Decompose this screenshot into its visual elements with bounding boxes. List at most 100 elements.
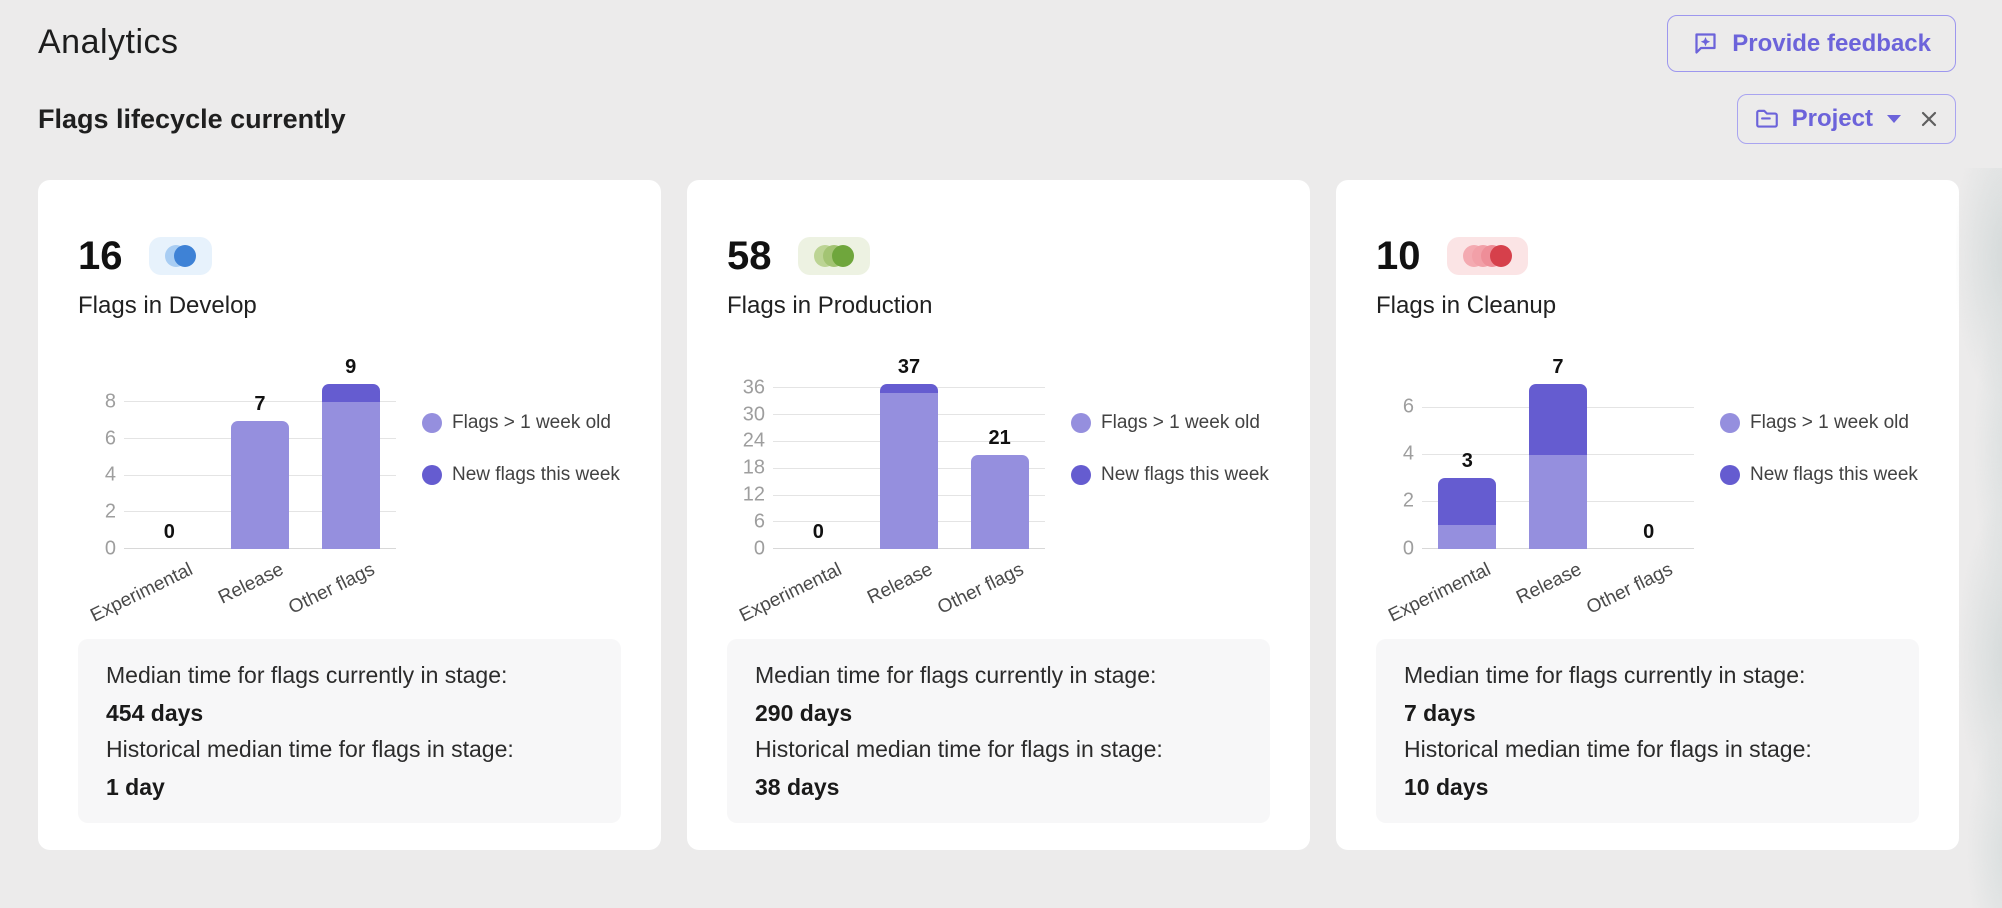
x-axis-category-label: Release xyxy=(215,559,288,609)
bar-segment-old-flags[interactable] xyxy=(321,402,380,549)
legend-item[interactable]: New flags this week xyxy=(422,464,620,486)
legend-item[interactable]: Flags > 1 week old xyxy=(1720,412,1918,434)
x-axis-category-label: Experimental xyxy=(736,559,846,627)
bar-segment-old-flags[interactable] xyxy=(879,392,938,549)
stage-card-cleanup: 10 Flags in Cleanup 0 2 4 6 3 7 0 Experimental R… xyxy=(1336,180,1959,850)
median-historical-value: 38 days xyxy=(755,774,840,800)
bar-segment-new-flags[interactable] xyxy=(1528,384,1587,455)
project-filter-chip[interactable]: Project xyxy=(1736,94,1956,144)
bar-group[interactable]: 37 xyxy=(879,356,938,549)
median-current-value: 290 days xyxy=(755,700,853,726)
develop-stage-icon xyxy=(148,237,212,275)
feedback-button-label: Provide feedback xyxy=(1732,29,1931,57)
folder-icon xyxy=(1755,109,1778,128)
bars-layer: 0 7 9 xyxy=(124,356,396,549)
flag-count: 16 xyxy=(78,234,123,278)
legend-label: New flags this week xyxy=(1750,464,1918,485)
card-title: Flags in Develop xyxy=(78,292,257,319)
legend-label: Flags > 1 week old xyxy=(452,412,611,433)
bar-value-label: 3 xyxy=(1461,450,1473,473)
legend-dot-icon xyxy=(422,465,442,485)
flag-count: 10 xyxy=(1376,234,1421,278)
x-axis-labels: Experimental Release Other flags xyxy=(727,549,1045,626)
section-title: Flags lifecycle currently xyxy=(38,103,346,134)
y-axis-tick-label: 24 xyxy=(742,429,765,452)
x-axis-category-label: Other flags xyxy=(1583,559,1676,619)
section-header: Flags lifecycle currently Project xyxy=(0,72,2002,144)
y-axis-tick-label: 0 xyxy=(753,537,765,559)
x-axis-category-label: Experimental xyxy=(87,559,197,627)
bar-group[interactable]: 0 xyxy=(140,384,198,549)
x-axis-labels: Experimental Release Other flags xyxy=(78,549,396,626)
count-row: 16 xyxy=(78,234,621,278)
x-axis-category-label: Experimental xyxy=(1385,559,1495,627)
chevron-down-icon xyxy=(1887,115,1901,123)
plot-area: 0 2 4 6 3 7 0 xyxy=(1403,356,1694,559)
plot-column: 0 2 4 6 8 0 7 9 Experimental Release Other flags xyxy=(78,354,396,626)
page-header: Analytics Provide feedback xyxy=(0,0,2002,72)
close-icon[interactable] xyxy=(1917,107,1941,131)
provide-feedback-button[interactable]: Provide feedback xyxy=(1667,15,1956,72)
x-axis-category-label: Other flags xyxy=(285,559,378,619)
stage-card-production: 58 Flags in Production 0 6 12 18 24 30 36 0 37 21… xyxy=(687,180,1310,850)
y-axis-tick-label: 6 xyxy=(753,510,765,533)
card-title: Flags in Cleanup xyxy=(1376,292,1557,319)
stage-card-develop: 16 Flags in Develop 0 2 4 6 8 0 7 9 Experimental… xyxy=(38,180,661,850)
legend-item[interactable]: New flags this week xyxy=(1071,464,1269,486)
median-current-value: 7 days xyxy=(1404,700,1476,726)
median-times-box: Median time for flags currently in stage… xyxy=(78,639,621,823)
x-axis-category-label: Release xyxy=(864,559,937,609)
legend-item[interactable]: New flags this week xyxy=(1720,464,1918,486)
bar-segment-old-flags[interactable] xyxy=(1438,525,1497,549)
bar-group[interactable]: 0 xyxy=(789,384,847,549)
production-stage-icon xyxy=(797,237,870,275)
median-current-label: Median time for flags currently in stage… xyxy=(106,662,508,688)
bar-group[interactable]: 7 xyxy=(1528,356,1587,549)
y-axis-tick-label: 2 xyxy=(104,500,116,523)
bar-value-label: 7 xyxy=(1552,356,1564,378)
y-axis-tick-label: 8 xyxy=(104,390,116,413)
bar-segment-old-flags[interactable] xyxy=(1528,454,1587,549)
flag-count: 58 xyxy=(727,234,772,278)
legend-label: New flags this week xyxy=(1101,464,1269,485)
y-axis-tick-label: 18 xyxy=(742,456,765,479)
median-historical-value: 10 days xyxy=(1404,774,1489,800)
bar-segment-old-flags[interactable] xyxy=(970,455,1029,549)
bar-value-label: 0 xyxy=(1643,521,1655,543)
median-historical-value: 1 day xyxy=(106,774,165,800)
bars-layer: 3 7 0 xyxy=(1422,356,1694,549)
chart-legend: Flags > 1 week old New flags this week xyxy=(1071,354,1269,607)
bar-segment-new-flags[interactable] xyxy=(321,384,380,403)
median-times-box: Median time for flags currently in stage… xyxy=(1376,639,1919,823)
bar-value-label: 9 xyxy=(345,356,357,378)
chart-legend: Flags > 1 week old New flags this week xyxy=(422,354,620,607)
page-title: Analytics xyxy=(38,23,179,61)
bar-group[interactable]: 7 xyxy=(230,384,289,549)
bar-group[interactable]: 21 xyxy=(970,384,1029,549)
plot-area: 0 6 12 18 24 30 36 0 37 21 xyxy=(743,356,1045,559)
legend-dot-icon xyxy=(1071,465,1091,485)
gridline: 8 xyxy=(105,390,396,412)
legend-dot-icon xyxy=(1720,465,1740,485)
bar-group[interactable]: 0 xyxy=(1620,384,1678,549)
stage-cards-row: 16 Flags in Develop 0 2 4 6 8 0 7 9 Experimental… xyxy=(0,144,2002,850)
legend-item[interactable]: Flags > 1 week old xyxy=(1071,412,1269,434)
card-title: Flags in Production xyxy=(727,292,933,319)
bar-segment-new-flags[interactable] xyxy=(1438,478,1497,526)
bar-segment-old-flags[interactable] xyxy=(230,420,289,549)
bar-group[interactable]: 3 xyxy=(1438,384,1497,549)
bar-group[interactable]: 9 xyxy=(321,356,380,549)
legend-dot-icon xyxy=(1720,413,1740,433)
median-current-value: 454 days xyxy=(106,700,204,726)
count-row: 10 xyxy=(1376,234,1919,278)
bar-value-label: 0 xyxy=(163,521,175,543)
legend-item[interactable]: Flags > 1 week old xyxy=(422,412,620,434)
feedback-icon xyxy=(1695,33,1716,54)
median-current-label: Median time for flags currently in stage… xyxy=(755,662,1157,688)
stacked-bar-chart: 0 2 4 6 3 7 0 Experimental Release Other flags Fla… xyxy=(1376,354,1919,626)
plot-column: 0 2 4 6 3 7 0 Experimental Release Other flags xyxy=(1376,354,1694,626)
y-axis-tick-label: 2 xyxy=(1402,489,1414,512)
bar-segment-new-flags[interactable] xyxy=(879,384,938,393)
median-times-box: Median time for flags currently in stage… xyxy=(727,639,1270,823)
